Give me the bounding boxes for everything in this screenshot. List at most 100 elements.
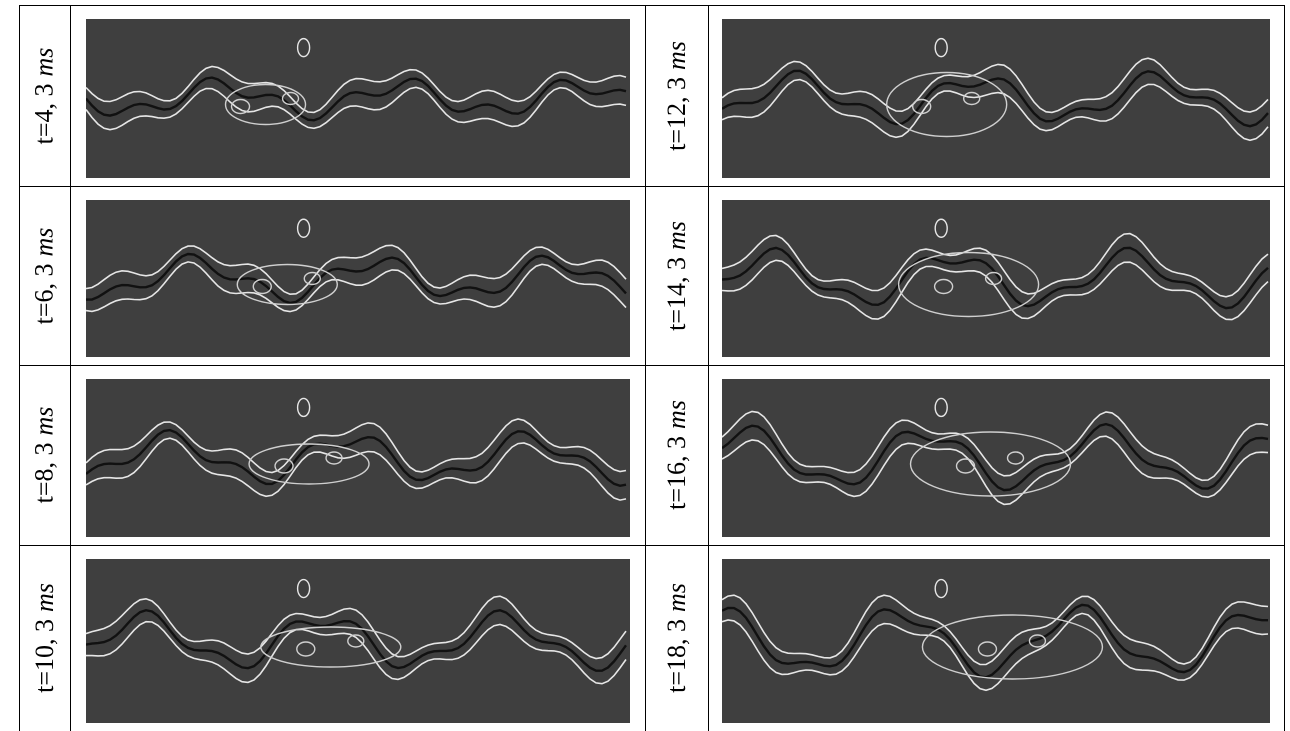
vortex-core (911, 98, 932, 115)
bubble (934, 218, 948, 238)
contour (86, 261, 627, 313)
time-value: t=4, 3 (29, 83, 59, 144)
column-border (19, 5, 20, 731)
bubble (296, 218, 311, 238)
time-label-cell: t=14, 3 ms (645, 186, 708, 365)
vortex (909, 431, 1072, 497)
time-value: t=16, 3 (661, 436, 691, 510)
time-label-cell: t=4, 3 ms (19, 5, 70, 186)
column-border (1284, 5, 1285, 731)
bubble (296, 37, 311, 58)
background (86, 200, 630, 357)
bubble (934, 37, 948, 58)
row-border (19, 365, 1285, 366)
row-border (19, 545, 1285, 546)
time-unit: ms (29, 47, 59, 77)
vortex (897, 251, 1040, 318)
flow-image (86, 19, 630, 178)
contour (722, 78, 1269, 142)
contour (722, 69, 1269, 128)
time-value: t=10, 3 (29, 619, 59, 693)
background (86, 19, 630, 178)
contour (86, 65, 627, 114)
contour (722, 435, 1269, 506)
contour (722, 259, 1269, 321)
vortex-core (252, 278, 272, 295)
time-unit: ms (29, 406, 59, 436)
row-border (19, 5, 1285, 6)
background (722, 559, 1270, 723)
bubble (296, 397, 311, 418)
flow-image (722, 379, 1270, 537)
vortex-core (230, 98, 251, 115)
contour (722, 612, 1269, 692)
time-label: t=18, 3 ms (662, 583, 692, 693)
contour (722, 594, 1269, 666)
background (86, 559, 630, 723)
time-value: t=18, 3 (661, 619, 691, 693)
bubble (934, 397, 948, 418)
vortex-core (955, 458, 976, 474)
contour (86, 86, 627, 131)
vortex-core (325, 451, 343, 465)
column-border (70, 5, 71, 731)
contour (86, 252, 627, 305)
time-label: t=10, 3 ms (30, 583, 60, 693)
time-value: t=12, 3 (661, 76, 691, 151)
time-unit: ms (661, 220, 691, 250)
background (722, 19, 1270, 178)
time-unit: ms (661, 40, 691, 70)
vortex (260, 626, 402, 668)
vortex-core (281, 91, 300, 106)
background (86, 379, 630, 537)
contour (86, 418, 627, 474)
vortex-core (977, 641, 998, 657)
vortex-core (1028, 634, 1047, 648)
vortex (224, 83, 307, 126)
vortex-core (984, 271, 1003, 286)
time-label-cell: t=8, 3 ms (19, 365, 70, 545)
contour (86, 244, 627, 296)
contour (722, 603, 1268, 679)
vortex-core (274, 458, 294, 474)
bubble (934, 578, 948, 599)
time-label-cell: t=12, 3 ms (645, 5, 708, 186)
contour (86, 76, 627, 122)
time-label: t=4, 3 ms (30, 47, 60, 144)
time-label-cell: t=6, 3 ms (19, 186, 70, 365)
flow-image (86, 200, 630, 357)
background (722, 200, 1270, 357)
time-label-cell: t=10, 3 ms (19, 545, 70, 731)
bubble (296, 578, 311, 599)
vortex-core (303, 271, 321, 286)
flow-image (86, 379, 630, 537)
vortex-core (933, 278, 954, 295)
contour (86, 428, 627, 488)
vortex-core (296, 641, 316, 657)
time-unit: ms (29, 583, 59, 613)
time-label: t=6, 3 ms (30, 227, 60, 324)
flow-image (722, 559, 1270, 723)
contour (722, 232, 1269, 298)
time-unit: ms (661, 583, 691, 613)
time-label: t=12, 3 ms (662, 41, 692, 151)
column-border (645, 5, 646, 731)
vortex (248, 443, 370, 485)
time-value: t=8, 3 (29, 442, 59, 504)
vortex-core (962, 91, 981, 106)
contour (722, 410, 1269, 482)
vortex (921, 614, 1104, 680)
time-label-cell: t=18, 3 ms (645, 545, 708, 731)
time-label: t=14, 3 ms (662, 221, 692, 331)
time-unit: ms (29, 227, 59, 257)
contour (86, 608, 627, 672)
contour (86, 595, 627, 660)
flow-image (722, 200, 1270, 357)
vortex-core (347, 634, 365, 648)
time-value: t=14, 3 (661, 256, 691, 331)
time-value: t=6, 3 (29, 263, 59, 324)
vortex-core (1006, 451, 1025, 465)
contour (722, 57, 1269, 114)
time-label: t=16, 3 ms (662, 400, 692, 510)
